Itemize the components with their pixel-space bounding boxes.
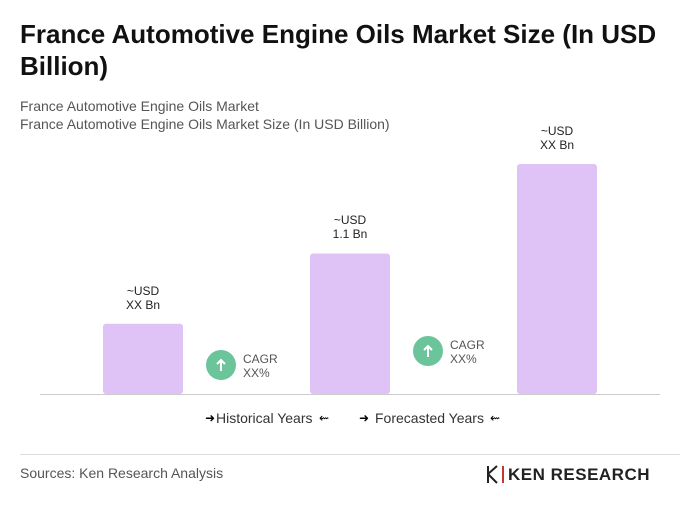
- value-label: ~USD 1.1 Bn: [332, 213, 368, 242]
- chart-title: France Automotive Engine Oils Market Siz…: [20, 19, 657, 81]
- source: Sources: Ken Research Analysis: [20, 465, 224, 481]
- arrow: ⇜: [490, 411, 500, 425]
- bar: [310, 253, 390, 394]
- arrow: ⇜: [319, 411, 329, 425]
- bar: [103, 323, 183, 394]
- cagr-label: CAGR XX%: [243, 352, 278, 380]
- arrow: ➜: [359, 411, 369, 425]
- subtitle: France Automotive Engine Oils Market Siz…: [20, 116, 390, 132]
- arrow: ➜: [205, 411, 215, 425]
- logo: KEN RESEARCH: [508, 465, 651, 484]
- cagr-icon: [206, 350, 236, 380]
- value-label: ~USD XX Bn: [539, 124, 575, 152]
- legend-label: Forecasted Years: [375, 410, 484, 426]
- logo-icon: [487, 465, 504, 484]
- value-label: ~USD XX Bn: [125, 283, 161, 312]
- bar: [517, 164, 597, 394]
- subtitle: France Automotive Engine Oils Market: [20, 98, 259, 114]
- cagr-label: CAGR XX%: [450, 338, 485, 366]
- legend-label: Historical Years: [216, 410, 313, 426]
- cagr-icon: [413, 336, 443, 366]
